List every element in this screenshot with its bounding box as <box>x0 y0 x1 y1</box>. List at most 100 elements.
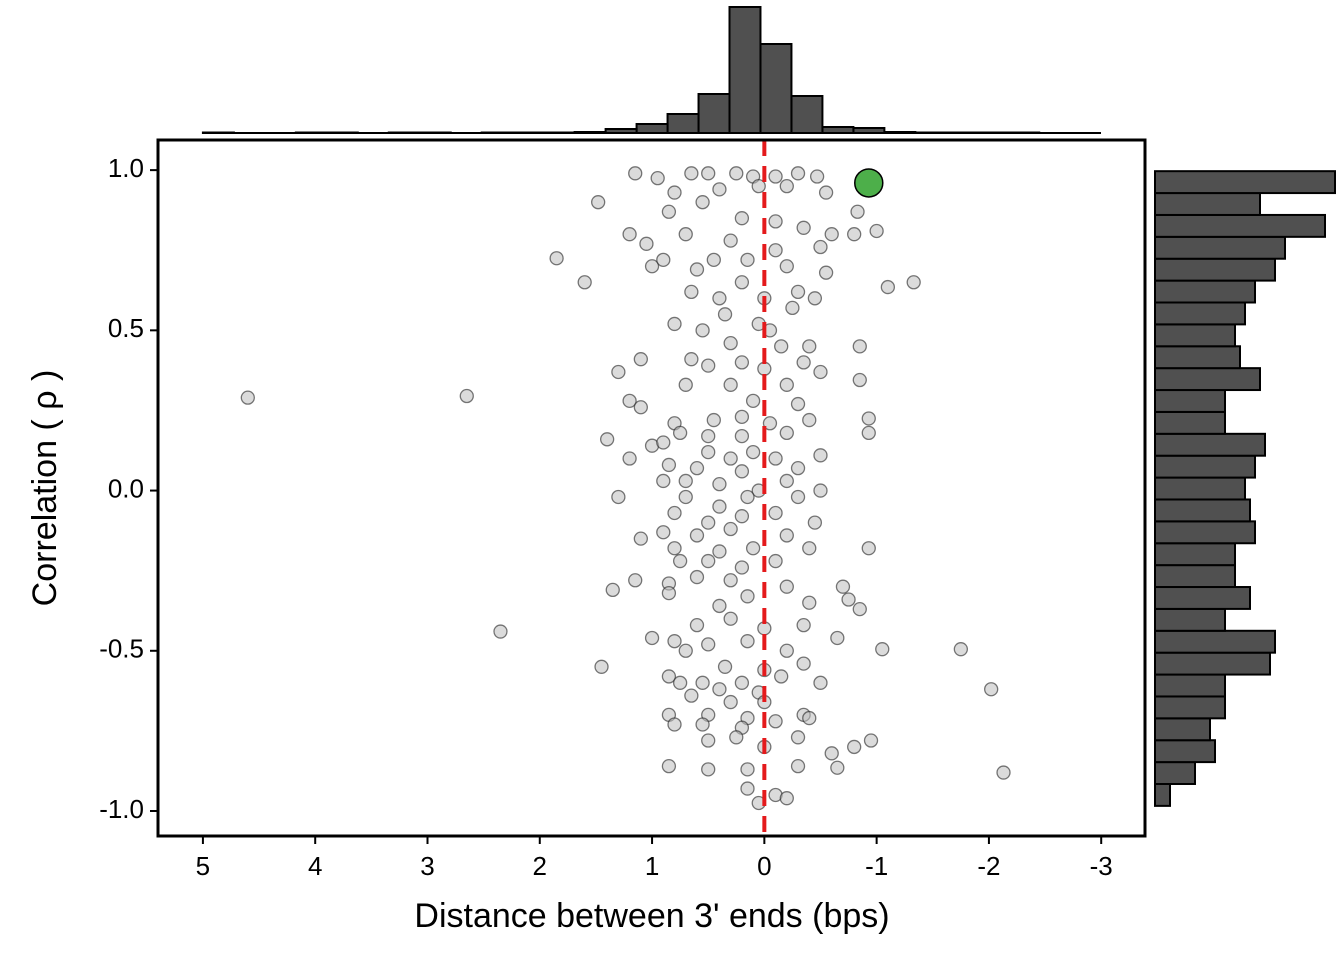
right-hist-bar <box>1154 323 1236 348</box>
point <box>661 585 677 601</box>
point <box>723 336 738 351</box>
x-tick-label: 3 <box>420 851 434 881</box>
point <box>628 166 643 181</box>
point <box>706 252 721 267</box>
point <box>802 339 817 354</box>
point <box>740 589 755 604</box>
point <box>802 710 817 726</box>
point <box>779 178 794 194</box>
point <box>712 477 727 492</box>
point <box>847 739 862 755</box>
point <box>779 425 794 441</box>
point <box>628 573 643 588</box>
point <box>684 166 699 181</box>
point <box>650 170 665 186</box>
top-hist-bar <box>697 93 731 134</box>
right-hist-bar <box>1154 717 1211 742</box>
top-hist-bar <box>976 131 1010 134</box>
point <box>796 617 811 633</box>
point <box>672 675 688 690</box>
x-tick-label: -2 <box>977 851 1000 881</box>
top-hist-bar <box>883 131 917 134</box>
point <box>701 637 716 652</box>
point <box>734 355 750 370</box>
top-hist-bar <box>201 131 235 134</box>
right-hist-bar <box>1154 520 1256 545</box>
right-hist-bar <box>1154 673 1226 698</box>
point <box>802 595 817 610</box>
right-hist-bar <box>1154 279 1256 304</box>
point <box>824 746 839 761</box>
point <box>549 251 564 266</box>
point <box>734 428 750 444</box>
point <box>729 166 744 181</box>
y-tick-label: 1.0 <box>108 153 144 183</box>
right-hist-bar <box>1154 586 1251 610</box>
point <box>740 489 755 505</box>
right-hist-bar <box>1154 192 1261 216</box>
point <box>684 352 699 367</box>
point <box>493 624 508 639</box>
point <box>796 355 811 370</box>
point <box>689 262 705 277</box>
right-hist-bar <box>1154 213 1326 238</box>
point <box>774 339 789 354</box>
point <box>745 444 761 460</box>
right-hist-bar <box>1154 498 1251 523</box>
point <box>802 412 817 428</box>
point <box>734 464 750 479</box>
top-hist-bar <box>635 123 669 134</box>
point <box>701 515 716 530</box>
point <box>701 444 716 460</box>
point <box>678 227 693 242</box>
point <box>996 765 1011 780</box>
point <box>689 528 705 543</box>
point <box>768 169 783 184</box>
top-hist-bar <box>728 6 762 134</box>
top-hist-bar <box>418 131 452 134</box>
right-hist-bar <box>1154 629 1276 654</box>
point <box>790 396 806 412</box>
top-hist-bar <box>604 128 638 134</box>
point <box>807 515 823 530</box>
point <box>850 204 865 219</box>
point <box>906 275 921 290</box>
point <box>240 390 255 405</box>
right-hist-bar <box>1154 367 1261 392</box>
point <box>953 642 968 657</box>
point <box>723 451 738 466</box>
right-hist-bar <box>1154 301 1246 326</box>
point <box>790 758 806 774</box>
point <box>734 275 750 290</box>
point <box>734 509 750 524</box>
point <box>740 634 755 649</box>
point <box>768 714 783 729</box>
point <box>807 291 823 306</box>
point <box>779 473 794 489</box>
right-hist-bar <box>1154 695 1226 720</box>
plot-frame <box>156 138 1147 838</box>
point <box>729 730 744 745</box>
right-hist-bar <box>1154 235 1286 260</box>
point <box>813 675 828 690</box>
point <box>667 634 682 649</box>
point <box>830 760 845 775</box>
point <box>813 448 828 463</box>
point <box>768 451 783 466</box>
point <box>861 541 876 556</box>
point <box>701 166 716 181</box>
x-tick-label: 5 <box>196 851 210 881</box>
top-hist-bar <box>852 127 886 134</box>
right-hist-bar <box>1154 476 1246 501</box>
point <box>656 525 671 540</box>
right-hist-bar <box>1154 257 1276 282</box>
y-tick-label: 0.0 <box>108 473 144 503</box>
top-hist-bar <box>1007 131 1041 134</box>
point <box>835 579 851 594</box>
top-hist-bar <box>573 131 607 134</box>
highlight-point <box>854 168 884 198</box>
point <box>667 185 682 200</box>
point <box>740 762 755 777</box>
point <box>734 211 750 226</box>
